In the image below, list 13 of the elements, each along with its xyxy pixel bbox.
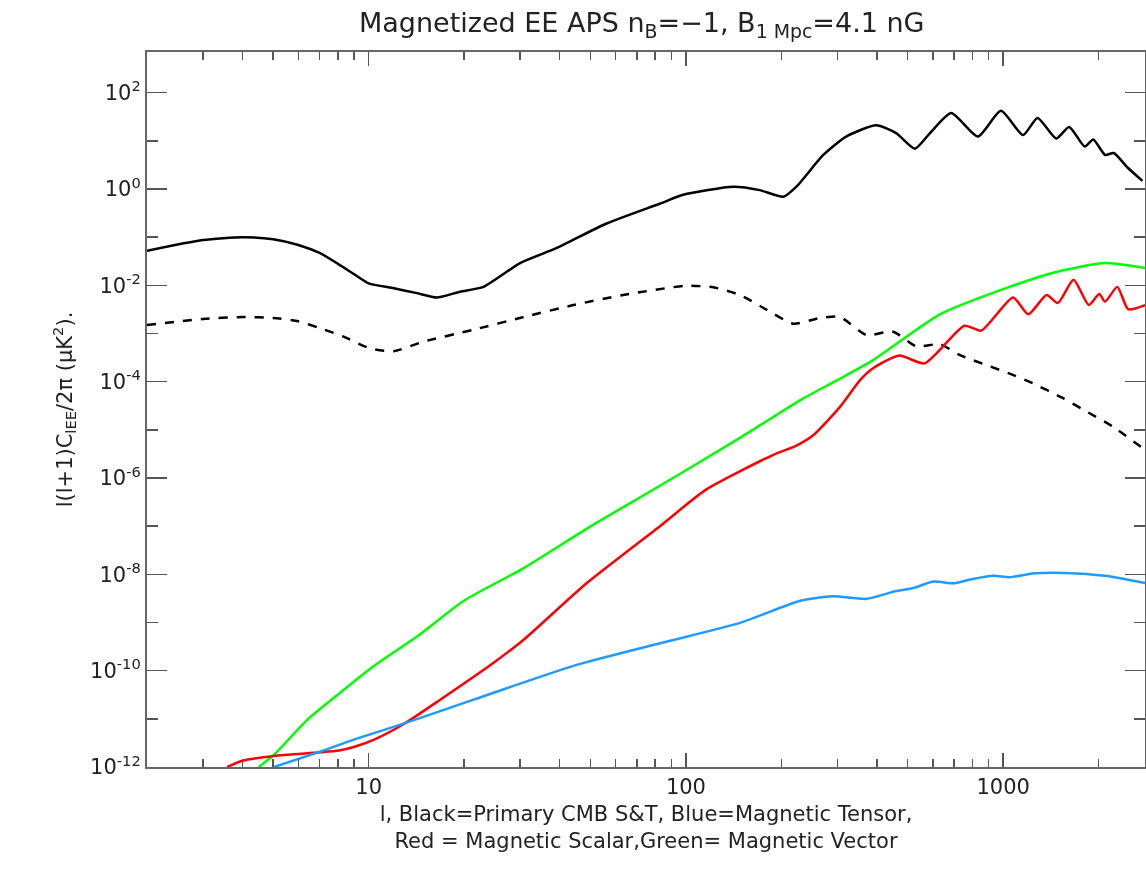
y-tick-label: 10$^{-4}$ [99, 366, 141, 395]
y-tick-label: 10$^{-8}$ [99, 558, 141, 587]
y-tick-label: 10$^{-12}$ [90, 751, 141, 780]
x-tick-label: 10 [355, 775, 383, 800]
x-axis-title: l, Black=Primary CMB S&T, Blue=Magnetic Tensor, Red = Magnetic Scalar,Green= Magnetic Vector [379, 801, 913, 854]
x-tick-label: 1000 [976, 775, 1030, 800]
y-tick-label: 10$^{0}$ [104, 173, 141, 202]
y-tick-label: 10$^{-6}$ [99, 462, 141, 491]
chart-title: Magnetized EE APS n$_{B}$=−1, B$_{1 Mpc}$=4.1 nG [358, 7, 925, 42]
y-tick-label: 10$^{-2}$ [99, 269, 141, 298]
y-tick-label: 10$^{2}$ [104, 77, 141, 106]
y-tick-label: 10$^{-10}$ [90, 655, 141, 684]
x-tick-label: 100 [665, 775, 706, 800]
